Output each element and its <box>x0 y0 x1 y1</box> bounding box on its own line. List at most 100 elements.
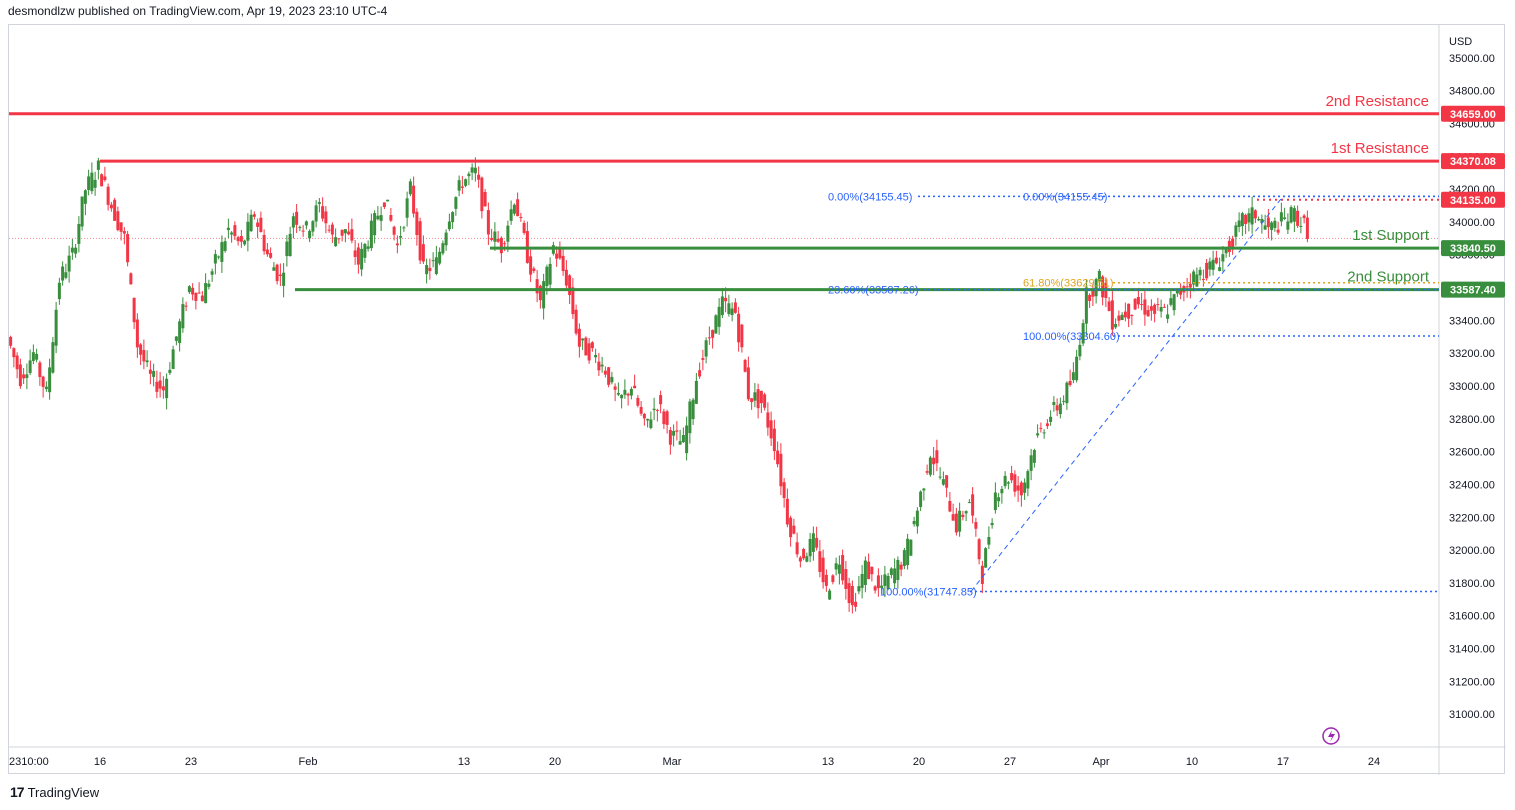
y-tick-label: 34000.00 <box>1449 217 1495 229</box>
candle-body <box>425 265 429 275</box>
candle-body <box>356 247 360 265</box>
candle-body <box>295 211 299 225</box>
candle-body <box>649 419 653 429</box>
x-tick-label: 17 <box>1277 756 1289 768</box>
candle-body <box>233 225 237 237</box>
y-tick-label: 32800.00 <box>1449 414 1495 426</box>
candle-body <box>1049 416 1053 422</box>
candle-body <box>990 522 994 526</box>
candle-body <box>652 408 656 411</box>
y-tick-label: 35000.00 <box>1449 53 1495 65</box>
candle-body <box>480 177 484 212</box>
price-chart[interactable]: USD35000.0034800.0034600.0034400.0034200… <box>0 25 1506 775</box>
candle-body <box>756 389 760 409</box>
brand-name: TradingView <box>27 784 100 800</box>
candle-body <box>844 569 848 589</box>
candle-body <box>291 216 295 228</box>
candle-body <box>610 376 614 383</box>
candle-body <box>265 249 269 255</box>
candle-body <box>691 399 695 420</box>
candle-body <box>1244 214 1248 225</box>
candle-body <box>782 482 786 499</box>
x-tick-label: 10:00 <box>21 756 49 768</box>
candle-body <box>906 538 910 566</box>
candle-body <box>213 254 217 264</box>
candle-body <box>1062 400 1066 402</box>
candle-body <box>376 215 380 220</box>
candle-body <box>620 394 624 399</box>
candle-body <box>363 243 367 258</box>
candle-body <box>38 362 42 378</box>
candle-body <box>1247 213 1251 223</box>
candle-body <box>1276 229 1280 233</box>
candle-body <box>899 564 903 570</box>
x-tick-label: Mar <box>663 756 682 768</box>
candle-body <box>584 337 588 356</box>
candle-body <box>41 376 45 387</box>
candle-body <box>932 457 936 465</box>
candle-body <box>12 348 16 358</box>
fib-level-label: 0.00%(34155.45) <box>828 191 912 203</box>
candle-body <box>217 256 221 258</box>
candle-body <box>1130 314 1134 316</box>
candle-body <box>454 197 458 209</box>
candle-body <box>22 374 26 379</box>
candle-body <box>418 221 422 261</box>
chart-frame[interactable]: USD35000.0034800.0034600.0034400.0034200… <box>0 24 1506 775</box>
candle-body <box>701 358 705 360</box>
x-tick-label: 16 <box>94 756 106 768</box>
candle-body <box>1149 306 1153 311</box>
candle-body <box>1166 314 1170 319</box>
publisher-caption: desmondlzw published on TradingView.com,… <box>8 4 388 18</box>
candle-body <box>815 537 819 548</box>
x-tick-label: Apr <box>1092 756 1109 768</box>
candle-body <box>759 390 763 404</box>
candle-body <box>912 521 916 525</box>
candle-body <box>330 224 334 235</box>
candle-body <box>304 221 308 226</box>
candle-body <box>1055 405 1059 411</box>
candle-body <box>408 181 412 195</box>
candle-body <box>54 309 58 346</box>
candle-body <box>811 533 815 552</box>
candle-body <box>870 566 874 575</box>
candle-body <box>603 370 607 375</box>
candle-body <box>925 471 929 473</box>
candle-body <box>694 380 698 404</box>
candle-body <box>493 231 497 242</box>
candle-body <box>317 202 321 204</box>
candle-body <box>902 550 906 566</box>
candle-body <box>1250 207 1254 225</box>
candle-body <box>486 210 490 235</box>
candle-body <box>1185 286 1189 288</box>
candle-body <box>951 514 955 521</box>
x-tick-label: 27 <box>1004 756 1016 768</box>
candle-body <box>1175 290 1179 294</box>
candle-body <box>928 457 932 475</box>
candle-body <box>1179 290 1183 295</box>
x-tick-label: 24 <box>1368 756 1380 768</box>
candle-body <box>184 305 188 307</box>
candle-body <box>1227 240 1231 253</box>
candle-body <box>821 557 825 583</box>
candle-body <box>67 255 71 272</box>
candle-body <box>958 510 962 532</box>
candle-body <box>220 242 224 262</box>
candle-body <box>392 226 396 235</box>
candle-body <box>727 303 731 315</box>
candle-body <box>555 253 559 259</box>
candle-body <box>402 227 406 229</box>
candle-body <box>152 371 156 377</box>
candle-body <box>428 267 432 272</box>
candle-body <box>1240 213 1244 227</box>
candle-body <box>473 167 477 174</box>
candle-body <box>61 266 65 281</box>
candle-body <box>717 306 721 327</box>
candle-body <box>83 190 87 204</box>
candle-body <box>730 308 734 316</box>
candle-body <box>633 385 637 389</box>
candle-body <box>529 256 533 275</box>
candle-body <box>272 267 276 271</box>
candle-body <box>750 398 754 403</box>
candle-body <box>278 274 282 276</box>
